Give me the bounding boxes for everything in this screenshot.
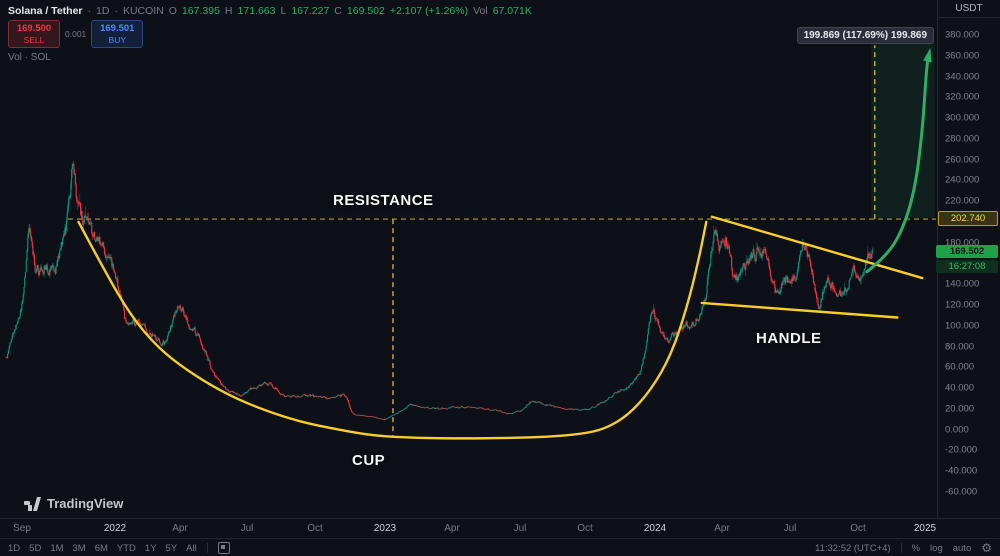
low-value: 167.227	[291, 5, 330, 17]
volume-label: Vol	[473, 5, 488, 17]
close-label: C	[334, 5, 342, 17]
time-tick: 2023	[373, 523, 397, 534]
price-axis-currency[interactable]: USDT	[938, 0, 1000, 18]
price-tick: 220.000	[945, 195, 980, 207]
change-value: +2.107 (+1.26%)	[389, 5, 469, 17]
trade-widget: 169.500 SELL 0.001 169.501 BUY	[8, 20, 144, 48]
time-tick: Jul	[783, 523, 797, 534]
sell-price: 169.500	[16, 23, 52, 35]
measure-label: 199.869 (117.69%) 199.869	[796, 27, 934, 44]
scale-buttons: % log auto	[912, 543, 972, 554]
time-tick: Oct	[577, 523, 593, 534]
symbol-legend: Solana / Tether · 1D · KUCOIN O 167.395 H…	[8, 5, 532, 17]
bar-countdown-badge: 16:27:08	[936, 260, 998, 273]
toolbar-divider	[900, 543, 902, 553]
price-tick: 380.000	[945, 29, 980, 41]
volume-indicator-legend[interactable]: Vol · SOL	[8, 52, 51, 63]
resistance-annotation: RESISTANCE	[333, 192, 434, 209]
handle-annotation: HANDLE	[756, 330, 822, 347]
go-to-date-icon[interactable]	[217, 542, 230, 554]
range-5y[interactable]: 5Y	[165, 542, 178, 554]
time-tick: Apr	[444, 523, 460, 534]
clock-label[interactable]: 11:32:52 (UTC+4)	[814, 542, 891, 554]
scale-percent[interactable]: %	[911, 542, 921, 554]
spread-value: 0.001	[65, 29, 87, 39]
price-tick: 300.000	[945, 112, 980, 124]
price-tick: 180.000	[945, 237, 980, 249]
price-tick: 40.000	[945, 382, 975, 394]
exchange-label: KUCOIN	[122, 5, 164, 17]
time-tick: Apr	[714, 523, 730, 534]
volume-value: 67.071K	[492, 5, 532, 17]
range-all[interactable]: All	[186, 542, 197, 554]
price-tick: 360.000	[945, 50, 980, 62]
time-axis[interactable]: Sep 2022 Apr Jul Oct 2023 Apr Jul Oct 2024 Apr Jul O…	[0, 518, 1000, 539]
price-tick: -40.000	[945, 465, 978, 477]
buy-label: BUY	[108, 34, 127, 45]
low-label: L	[280, 5, 287, 17]
high-value: 171.663	[237, 5, 276, 17]
open-value: 167.395	[181, 5, 220, 17]
price-tick: 100.000	[945, 320, 980, 332]
price-tick: 260.000	[945, 154, 980, 166]
range-6m[interactable]: 6M	[94, 542, 108, 554]
price-tick: 340.000	[945, 71, 980, 83]
price-tick: 280.000	[945, 133, 980, 145]
scale-log[interactable]: log	[930, 542, 943, 554]
range-3m[interactable]: 3M	[72, 542, 86, 554]
range-1y[interactable]: 1Y	[144, 542, 157, 554]
tradingview-logo[interactable]: TradingView	[24, 496, 123, 511]
date-range-buttons: 1D 5D 1M 3M 6M YTD 1Y 5Y All	[8, 543, 197, 554]
tradingview-logo-icon	[24, 496, 41, 511]
time-tick: 2022	[103, 523, 127, 534]
time-tick: Sep	[13, 523, 31, 534]
time-tick: Oct	[850, 523, 866, 534]
scale-auto[interactable]: auto	[952, 542, 972, 554]
time-tick: 2025	[913, 523, 937, 534]
price-axis[interactable]: USDT 380.000 360.000 340.000 320.000 300.000…	[937, 0, 1000, 518]
symbol-name[interactable]: Solana / Tether	[8, 5, 83, 17]
price-tick: 240.000	[945, 174, 980, 186]
resistance-price-badge: 202.740	[938, 211, 998, 226]
range-1m[interactable]: 1M	[50, 542, 64, 554]
separator: ·	[87, 5, 92, 17]
bottom-toolbar: 1D 5D 1M 3M 6M YTD 1Y 5Y All 11:32:52 (UTC+4) % l…	[0, 538, 1000, 556]
tradingview-logo-text: TradingView	[47, 496, 124, 511]
high-label: H	[224, 5, 233, 17]
buy-button[interactable]: 169.501 BUY	[91, 20, 144, 48]
last-price-badge: 169.502	[936, 245, 998, 258]
open-label: O	[168, 5, 177, 17]
time-tick: Jul	[513, 523, 527, 534]
range-ytd[interactable]: YTD	[116, 542, 136, 554]
price-tick: -60.000	[945, 486, 978, 498]
price-tick: 60.000	[945, 361, 975, 373]
time-tick: 2024	[643, 523, 667, 534]
interval-label[interactable]: 1D	[96, 5, 110, 17]
close-value: 169.502	[346, 5, 385, 17]
sell-label: SELL	[23, 34, 45, 45]
time-tick: Apr	[172, 523, 188, 534]
separator: ·	[114, 5, 118, 17]
time-tick: Oct	[307, 523, 323, 534]
gear-icon[interactable]: ⚙	[981, 541, 992, 555]
price-tick: 0.000	[945, 424, 969, 436]
price-tick: 80.000	[945, 341, 975, 353]
toolbar-divider	[206, 543, 208, 553]
toolbar-right: 11:32:52 (UTC+4) % log auto ⚙	[815, 542, 992, 554]
price-tick: 140.000	[945, 278, 980, 290]
buy-price: 169.501	[100, 23, 135, 35]
cup-annotation: CUP	[352, 452, 386, 469]
range-5d[interactable]: 5D	[29, 542, 42, 554]
price-tick: 320.000	[945, 91, 980, 103]
price-tick: 120.000	[945, 299, 980, 311]
price-tick: 20.000	[945, 403, 975, 415]
sell-button[interactable]: 169.500 SELL	[8, 20, 60, 48]
range-1d[interactable]: 1D	[8, 542, 21, 554]
time-tick: Jul	[240, 523, 254, 534]
price-tick: -20.000	[945, 444, 978, 456]
